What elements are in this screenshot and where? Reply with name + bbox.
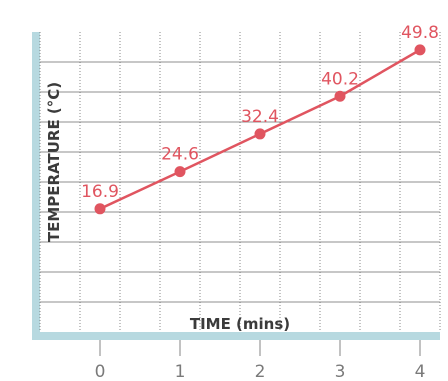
data-point — [174, 166, 186, 178]
data-point — [254, 128, 266, 140]
x-tick-label: 4 — [415, 362, 426, 381]
y-axis-title: TEMPERATURE (°C) — [45, 82, 63, 242]
data-point — [94, 203, 106, 215]
data-labels: 16.9 24.6 32.4 40.2 49.8 — [81, 23, 439, 202]
x-tick-label: 1 — [175, 362, 186, 381]
data-series — [94, 44, 426, 215]
data-label: 24.6 — [161, 145, 199, 165]
data-point — [414, 44, 426, 56]
x-tick-label: 2 — [255, 362, 266, 381]
data-point — [334, 90, 346, 102]
x-tick-label: 3 — [335, 362, 346, 381]
x-tick-labels: 0 1 2 3 4 — [95, 340, 426, 381]
x-tick-label: 0 — [95, 362, 106, 381]
x-axis-title: TIME (mins) — [190, 315, 290, 333]
data-label: 40.2 — [321, 69, 359, 89]
data-label: 49.8 — [401, 23, 439, 43]
data-label: 16.9 — [81, 182, 119, 202]
grid — [39, 32, 441, 332]
data-label: 32.4 — [241, 107, 279, 127]
